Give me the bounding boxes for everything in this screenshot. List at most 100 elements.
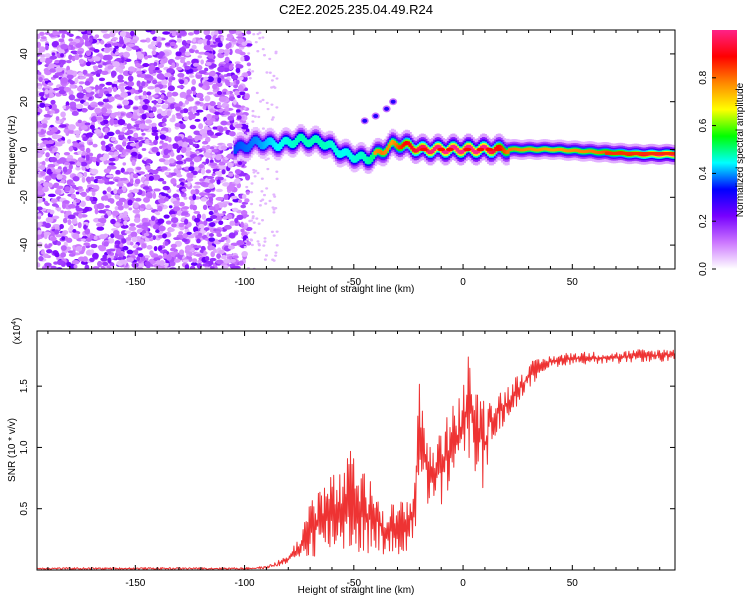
signal-cell	[441, 149, 445, 154]
noise-dot	[216, 179, 221, 185]
noise-dot	[134, 197, 142, 202]
signal-cell	[576, 149, 580, 153]
noise-dot	[161, 266, 165, 269]
noise-dot	[231, 74, 239, 80]
noise-dot	[37, 229, 42, 235]
noise-dot	[177, 172, 182, 178]
noise-dot	[128, 207, 133, 211]
signal-cell	[237, 142, 241, 150]
noise-dot	[193, 244, 199, 249]
noise-dot	[237, 161, 243, 166]
noise-dot	[39, 148, 47, 152]
noise-dot	[37, 262, 41, 268]
noise-dot	[244, 240, 248, 243]
signal-cell	[495, 145, 500, 150]
signal-peak	[476, 147, 485, 152]
noise-dot	[88, 141, 94, 146]
noise-dot	[165, 254, 172, 261]
noise-dot	[122, 51, 131, 58]
signal-cell	[249, 140, 253, 149]
noise-dot	[268, 57, 272, 61]
noise-dot	[69, 80, 75, 85]
noise-dot	[116, 183, 124, 187]
noise-dot	[89, 234, 95, 239]
noise-dot	[270, 230, 274, 234]
noise-dot	[256, 32, 260, 36]
noise-dot	[76, 50, 84, 55]
noise-dot	[84, 40, 90, 47]
signal-cell	[343, 148, 348, 156]
noise-dot	[240, 115, 245, 120]
noise-dot	[179, 56, 186, 61]
noise-dot	[151, 129, 159, 133]
spectrogram-plot-area	[37, 30, 675, 269]
noise-dot	[72, 176, 80, 182]
noise-dot	[119, 243, 124, 248]
noise-dot	[114, 51, 120, 56]
noise-dot	[156, 54, 163, 59]
signal-cell	[238, 141, 243, 149]
noise-dot	[253, 175, 257, 178]
noise-dot	[38, 92, 45, 97]
signal-cell	[376, 149, 381, 153]
noise-dot	[69, 41, 77, 46]
noise-dot	[37, 213, 42, 217]
noise-dot	[121, 140, 127, 147]
noise-dot	[50, 99, 56, 105]
noise-dot	[42, 182, 50, 188]
signal-cell	[418, 145, 423, 150]
noise-dot	[208, 206, 216, 211]
noise-dot	[275, 177, 279, 181]
noise-dot	[189, 124, 197, 130]
noise-dot	[139, 101, 145, 105]
noise-dot	[166, 67, 174, 74]
signal-cell	[340, 150, 344, 158]
signal-cell	[345, 148, 349, 156]
noise-dot	[38, 124, 44, 128]
noise-dot	[47, 193, 56, 198]
signal-cell	[551, 148, 556, 152]
noise-dot	[69, 101, 77, 108]
noise-dot	[257, 222, 261, 225]
noise-dot	[92, 266, 100, 269]
noise-dot	[161, 117, 167, 123]
noise-dot	[170, 243, 178, 249]
noise-dot	[104, 104, 112, 109]
noise-dot	[126, 123, 132, 130]
noise-dot	[192, 90, 197, 95]
noise-dot	[73, 212, 80, 216]
signal-cell	[420, 144, 424, 149]
noise-dot	[266, 157, 270, 160]
noise-dot	[40, 250, 45, 255]
noise-dot	[187, 172, 194, 179]
noise-dot	[160, 111, 167, 117]
snr-x-axis: -150 -100 -50 0 50	[47, 331, 661, 589]
noise-dot	[55, 134, 63, 139]
noise-dot	[237, 199, 243, 204]
noise-dot	[170, 172, 177, 177]
colorbar-label: Normalized spectral amplitude	[735, 82, 746, 217]
noise-dot	[132, 115, 140, 120]
noise-dot	[184, 65, 191, 70]
noise-dot	[208, 222, 216, 228]
signal-cell	[537, 148, 542, 152]
noise-dot	[206, 113, 213, 120]
signal-cell	[473, 149, 477, 154]
signal-cell	[251, 138, 255, 146]
noise-dot	[206, 76, 214, 83]
noise-dot	[147, 86, 156, 90]
noise-dot	[68, 54, 73, 60]
noise-dot	[105, 47, 113, 51]
noise-dot	[50, 198, 58, 204]
noise-dot	[194, 118, 201, 122]
noise-dot	[133, 217, 141, 223]
noise-dot	[51, 41, 59, 48]
noise-dot	[115, 200, 123, 207]
noise-dot	[134, 95, 139, 101]
noise-dot	[203, 30, 211, 36]
snr-y-tick-label: 1.5	[19, 379, 30, 393]
noise-dot	[230, 195, 238, 200]
noise-dot	[94, 208, 99, 215]
noise-dot	[116, 256, 123, 261]
side-branch-point	[362, 118, 368, 123]
